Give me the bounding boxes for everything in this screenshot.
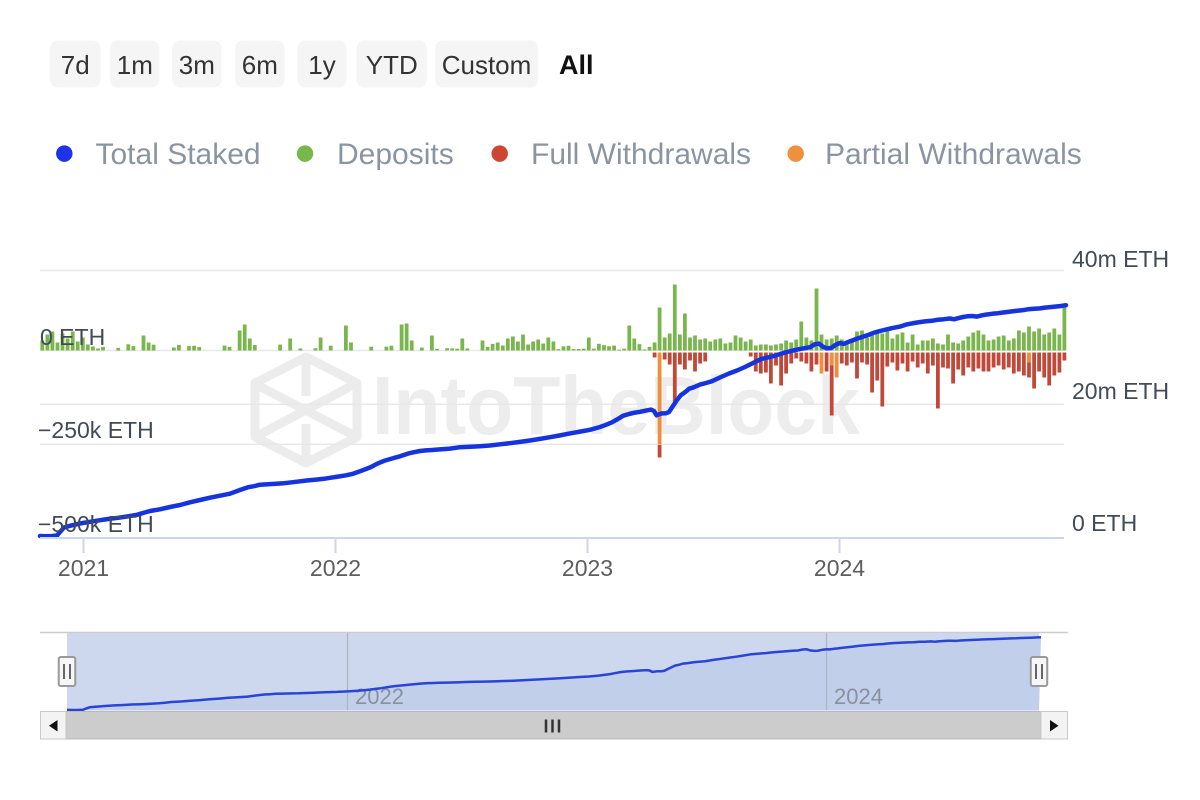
svg-text:YTD: YTD bbox=[366, 50, 418, 80]
svg-text:3m: 3m bbox=[179, 50, 215, 80]
svg-text:Custom: Custom bbox=[442, 50, 532, 80]
svg-text:2023: 2023 bbox=[562, 555, 613, 581]
svg-text:7d: 7d bbox=[61, 50, 90, 80]
svg-text:Partial Withdrawals: Partial Withdrawals bbox=[825, 138, 1082, 171]
svg-text:1m: 1m bbox=[117, 50, 153, 80]
svg-text:1y: 1y bbox=[308, 50, 335, 80]
svg-text:2024: 2024 bbox=[834, 684, 883, 709]
svg-text:6m: 6m bbox=[242, 50, 278, 80]
svg-text:−250k ETH: −250k ETH bbox=[38, 417, 154, 443]
svg-text:20m ETH: 20m ETH bbox=[1072, 378, 1169, 404]
svg-text:Total Staked: Total Staked bbox=[96, 138, 261, 171]
svg-text:Deposits: Deposits bbox=[337, 138, 454, 171]
svg-text:−500k ETH: −500k ETH bbox=[38, 511, 154, 537]
svg-text:2024: 2024 bbox=[814, 555, 865, 581]
svg-text:2021: 2021 bbox=[58, 555, 109, 581]
svg-text:40m ETH: 40m ETH bbox=[1072, 246, 1169, 272]
svg-text:0 ETH: 0 ETH bbox=[1072, 510, 1137, 536]
svg-text:All: All bbox=[559, 50, 594, 80]
svg-text:0 ETH: 0 ETH bbox=[40, 324, 105, 350]
svg-text:Full Withdrawals: Full Withdrawals bbox=[531, 138, 751, 171]
svg-text:2022: 2022 bbox=[310, 555, 361, 581]
